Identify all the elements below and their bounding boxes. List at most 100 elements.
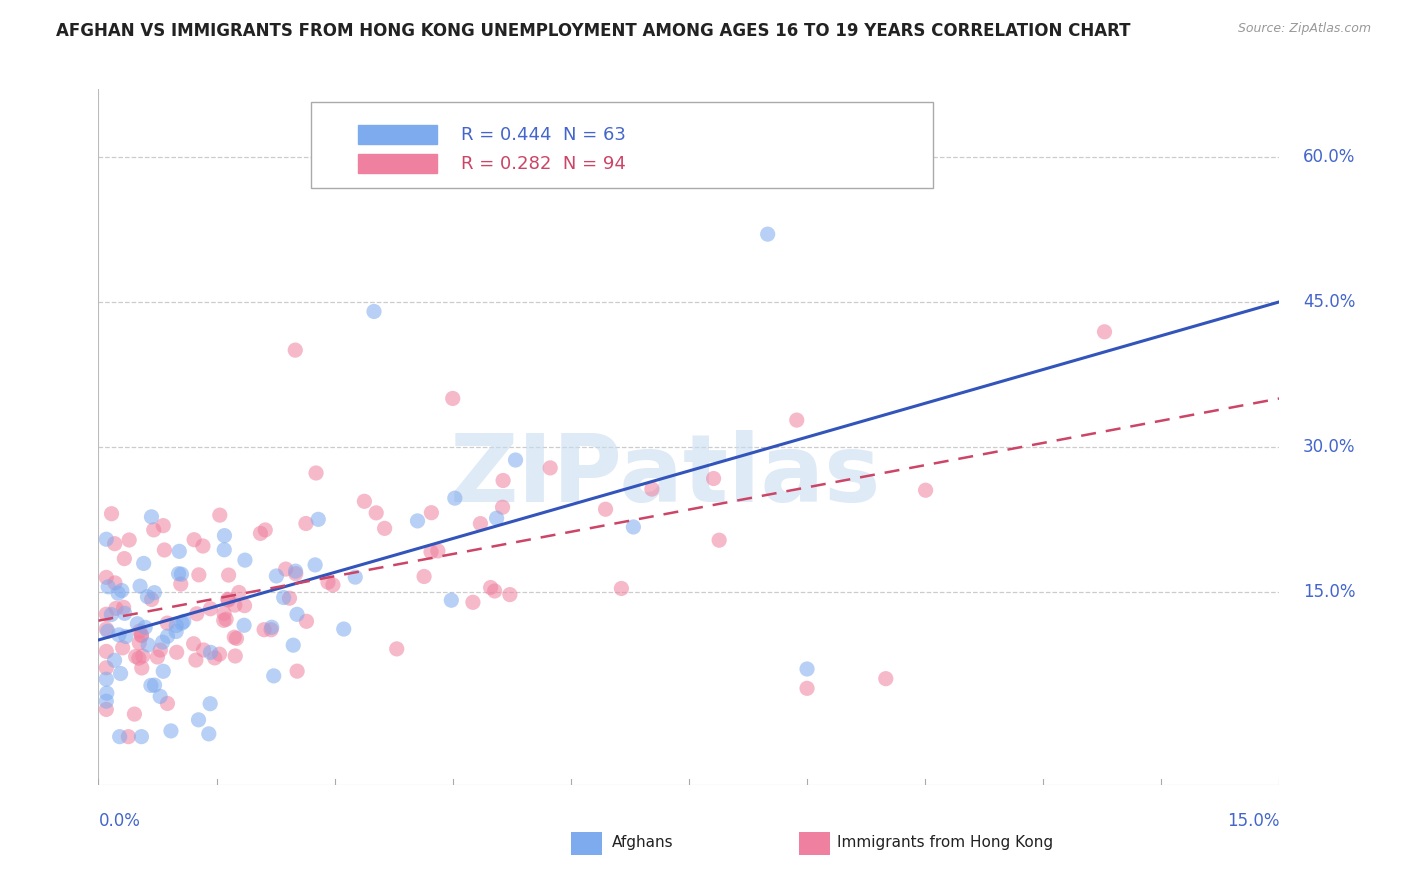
Point bbox=[132, 557, 155, 571]
Point bbox=[621, 520, 644, 534]
Point bbox=[108, 628, 131, 642]
Point bbox=[285, 607, 308, 622]
Point bbox=[104, 537, 127, 551]
Point bbox=[96, 622, 118, 636]
Point bbox=[307, 512, 329, 526]
Point bbox=[141, 509, 163, 524]
Point bbox=[128, 636, 150, 650]
Point bbox=[641, 482, 664, 496]
Point bbox=[484, 584, 506, 599]
Point bbox=[198, 697, 221, 711]
Point bbox=[191, 539, 214, 553]
Point bbox=[233, 618, 256, 632]
Point bbox=[283, 638, 305, 652]
Point bbox=[217, 592, 239, 607]
Point bbox=[212, 613, 235, 627]
Point bbox=[295, 516, 318, 531]
Point bbox=[124, 707, 146, 722]
Point bbox=[128, 624, 150, 638]
Point bbox=[1094, 325, 1116, 339]
Point bbox=[156, 629, 179, 643]
Point bbox=[107, 586, 129, 600]
Point bbox=[152, 518, 174, 533]
Point bbox=[149, 643, 172, 657]
Point bbox=[278, 591, 301, 606]
Point bbox=[332, 622, 354, 636]
Point bbox=[363, 304, 385, 318]
Point bbox=[875, 672, 897, 686]
Point bbox=[214, 528, 236, 542]
Point bbox=[707, 533, 730, 548]
Point bbox=[304, 558, 326, 572]
Point bbox=[149, 690, 172, 704]
Point bbox=[96, 570, 118, 584]
Point bbox=[253, 623, 276, 637]
Point bbox=[470, 516, 492, 531]
Point bbox=[420, 545, 443, 559]
Text: 15.0%: 15.0% bbox=[1303, 582, 1355, 600]
Point bbox=[260, 623, 283, 637]
Point bbox=[461, 595, 484, 609]
Text: AFGHAN VS IMMIGRANTS FROM HONG KONG UNEMPLOYMENT AMONG AGES 16 TO 19 YEARS CORRE: AFGHAN VS IMMIGRANTS FROM HONG KONG UNEM… bbox=[56, 22, 1130, 40]
Point bbox=[233, 553, 256, 567]
Point bbox=[254, 523, 277, 537]
Text: ZIPatlas: ZIPatlas bbox=[450, 430, 882, 522]
Point bbox=[132, 648, 155, 663]
Point bbox=[285, 664, 308, 678]
Point bbox=[111, 583, 134, 598]
Point bbox=[505, 453, 527, 467]
Point bbox=[443, 491, 465, 505]
Point bbox=[110, 666, 132, 681]
Text: 30.0%: 30.0% bbox=[1303, 438, 1355, 456]
Point bbox=[316, 575, 339, 590]
Point bbox=[114, 630, 136, 644]
Point bbox=[96, 672, 118, 686]
Text: 60.0%: 60.0% bbox=[1303, 148, 1355, 166]
Point bbox=[200, 601, 222, 615]
Point bbox=[215, 612, 238, 626]
Point bbox=[97, 624, 120, 639]
Point bbox=[127, 616, 149, 631]
Point bbox=[96, 686, 118, 700]
Point bbox=[266, 569, 288, 583]
Point bbox=[374, 521, 396, 535]
Point bbox=[187, 567, 209, 582]
Point bbox=[756, 227, 779, 241]
Point bbox=[186, 607, 208, 621]
Point bbox=[103, 653, 125, 667]
Point bbox=[440, 593, 463, 607]
Point bbox=[208, 647, 231, 661]
Point bbox=[183, 637, 205, 651]
Point bbox=[295, 615, 318, 629]
Point bbox=[131, 629, 153, 643]
Point bbox=[492, 474, 515, 488]
Point bbox=[165, 624, 187, 639]
Point bbox=[187, 713, 209, 727]
Point bbox=[218, 568, 240, 582]
Point bbox=[97, 580, 120, 594]
Point bbox=[284, 564, 307, 578]
Point bbox=[249, 526, 271, 541]
Point bbox=[353, 494, 375, 508]
FancyBboxPatch shape bbox=[311, 102, 934, 188]
Point bbox=[146, 650, 169, 665]
Point bbox=[96, 607, 118, 622]
Point bbox=[441, 392, 464, 406]
Point bbox=[136, 590, 159, 604]
Point bbox=[111, 640, 134, 655]
Point bbox=[200, 645, 222, 659]
Point bbox=[204, 651, 226, 665]
Point bbox=[112, 551, 135, 566]
Point bbox=[142, 523, 165, 537]
Point bbox=[143, 585, 166, 599]
Point bbox=[198, 727, 221, 741]
Point bbox=[322, 578, 344, 592]
Point bbox=[96, 644, 118, 658]
Point bbox=[225, 632, 247, 646]
Point bbox=[134, 620, 156, 634]
Point bbox=[284, 566, 307, 581]
Point bbox=[96, 694, 118, 708]
Point bbox=[167, 566, 190, 581]
Point bbox=[128, 651, 150, 665]
Point bbox=[796, 662, 818, 676]
